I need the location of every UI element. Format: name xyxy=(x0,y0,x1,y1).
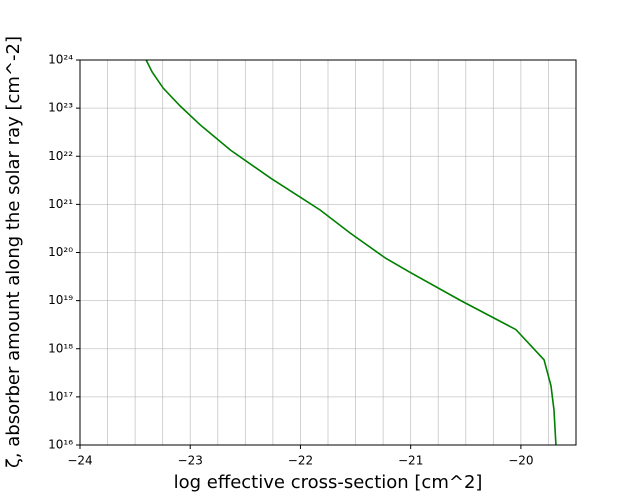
y-tick-label: 10¹⁷ xyxy=(48,389,73,403)
x-tick-label: −23 xyxy=(178,454,203,468)
y-axis-label: ζ, absorber amount along the solar ray [… xyxy=(3,36,24,468)
y-tick-label: 10¹⁸ xyxy=(48,341,73,355)
y-tick-label: 10²⁴ xyxy=(48,53,73,67)
y-tick-label: 10¹⁹ xyxy=(48,293,73,307)
y-tick-label: 10²⁰ xyxy=(48,245,73,259)
x-tick-label: −24 xyxy=(67,454,92,468)
plot-frame xyxy=(79,59,577,446)
y-tick-label: 10²¹ xyxy=(48,197,73,211)
y-tick-label: 10²³ xyxy=(48,101,73,115)
x-tick-label: −20 xyxy=(508,454,533,468)
data-line xyxy=(145,59,557,446)
x-tick-label: −22 xyxy=(288,454,313,468)
x-axis-label: log effective cross-section [cm^2] xyxy=(174,472,483,493)
x-tick-label: −21 xyxy=(398,454,423,468)
y-tick-label: 10²² xyxy=(48,149,73,163)
y-tick-label: 10¹⁶ xyxy=(48,438,73,452)
